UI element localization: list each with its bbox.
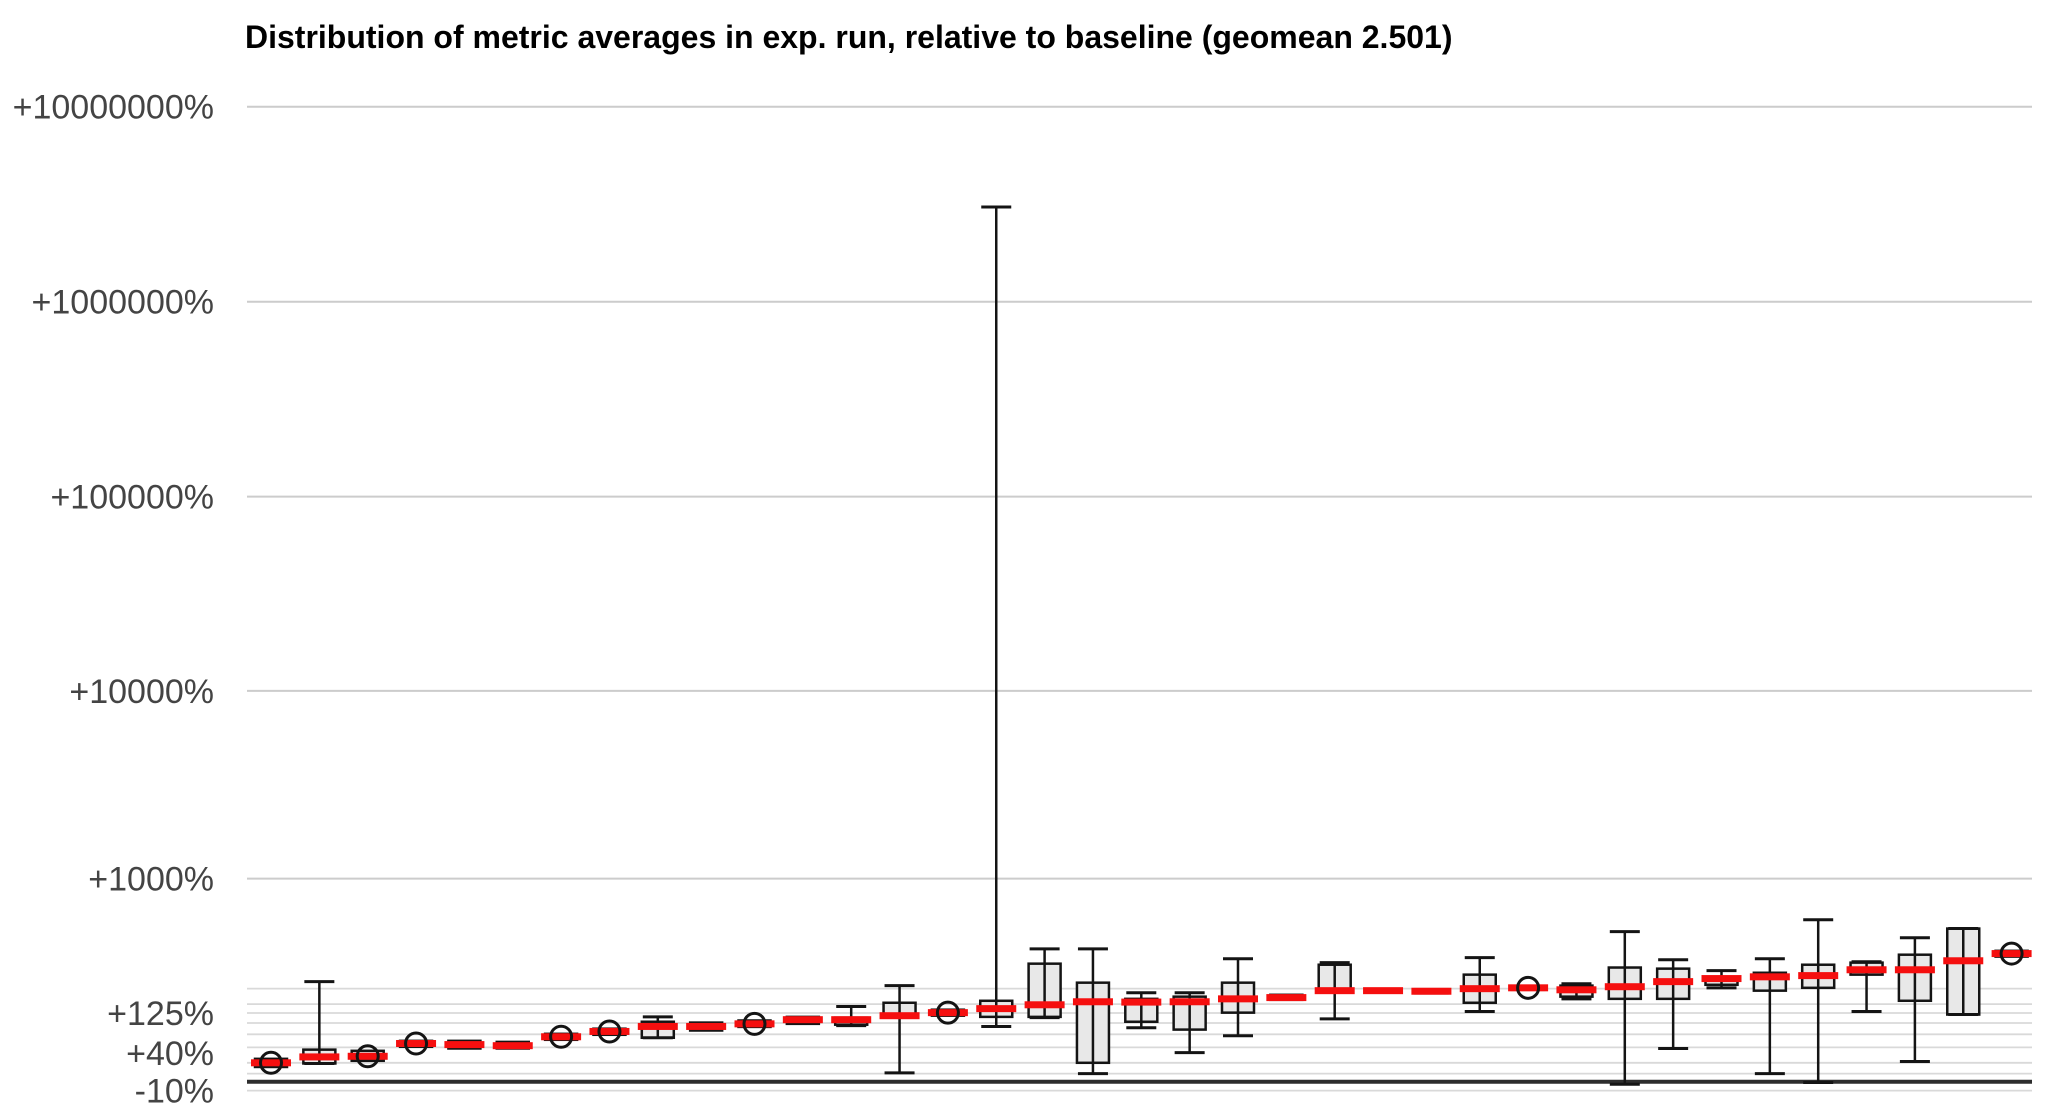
median-line [686,1022,727,1030]
median-line [589,1027,630,1035]
y-axis-tick-label: +100000% [50,479,214,517]
median-line [1943,957,1984,965]
mean-circle [355,1044,380,1069]
median-line [1314,987,1355,995]
median-line [1749,973,1790,981]
mean-circle [1516,975,1541,1000]
median-line [1798,972,1839,980]
mean-circle [742,1011,767,1036]
y-axis-tick-label: +125% [107,995,214,1033]
chart-title: Distribution of metric averages in exp. … [245,19,1453,55]
mean-circle [597,1019,622,1044]
median-line [1363,987,1404,995]
mean-circle [1999,941,2024,966]
median-line [1991,950,2032,958]
y-axis-tick-label: +1000000% [32,284,214,322]
median-line [492,1042,533,1050]
median-line [347,1052,388,1060]
median-line [1701,975,1742,983]
median-line [444,1041,485,1049]
median-line [299,1053,340,1061]
median-line [637,1022,678,1030]
median-line [734,1020,775,1028]
median-line [1653,978,1694,986]
y-axis-tick-label: +40% [126,1035,214,1073]
y-axis-tick-label: +10000000% [13,89,214,127]
mean-circle [259,1050,283,1075]
median-line [1894,966,1935,974]
median-line [1266,994,1307,1002]
median-line [1846,966,1887,974]
median-line [1459,985,1500,993]
median-line [879,1012,920,1020]
median-line [1121,998,1162,1006]
median-line [1604,983,1645,991]
y-axis-tick-label: -10% [135,1073,214,1111]
mean-circle [404,1031,429,1056]
mean-circle [935,1000,960,1025]
mean-circle [549,1024,574,1049]
median-line [541,1033,582,1041]
median-line [396,1039,437,1047]
median-line [976,1005,1017,1013]
y-axis-tick-label: +10000% [69,673,214,711]
median-line [1556,986,1597,994]
y-axis-tick-label: +1000% [88,861,214,899]
median-line [1218,995,1258,1003]
median-line [782,1016,823,1024]
median-line [1024,1001,1065,1009]
median-line [1072,998,1113,1006]
median-line [1169,998,1210,1006]
median-line [251,1059,291,1067]
median-line [927,1009,968,1017]
median-line [1508,984,1549,992]
median-line [831,1016,872,1024]
median-line [1411,987,1452,995]
